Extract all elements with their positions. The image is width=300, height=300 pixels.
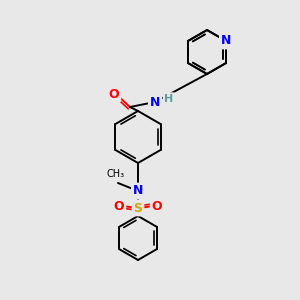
Text: O: O bbox=[109, 88, 119, 100]
Text: N: N bbox=[133, 184, 143, 197]
Text: S: S bbox=[134, 202, 142, 214]
Text: N: N bbox=[150, 95, 160, 109]
Text: O: O bbox=[114, 200, 124, 212]
Text: CH₃: CH₃ bbox=[107, 169, 125, 179]
Text: N: N bbox=[221, 34, 231, 47]
Text: O: O bbox=[152, 200, 162, 212]
Text: H: H bbox=[164, 94, 174, 104]
